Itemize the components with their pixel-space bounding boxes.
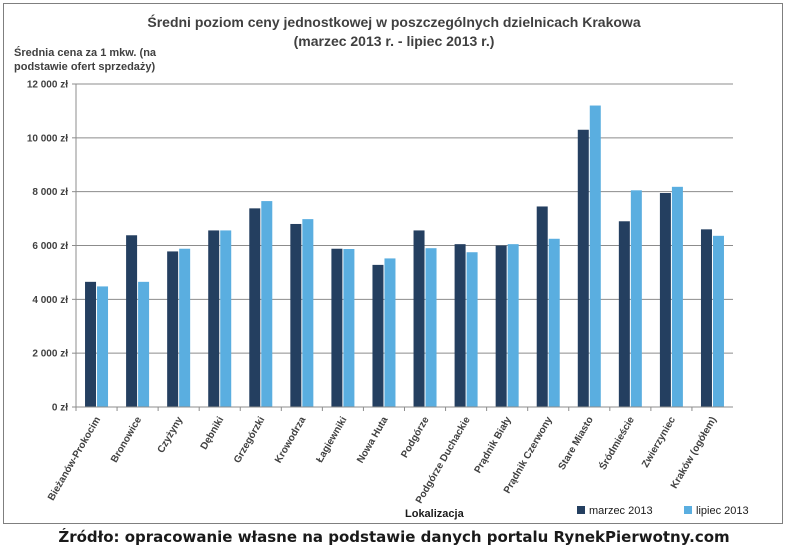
x-tick-label: Podgórze — [399, 415, 432, 460]
bar-lipiec — [343, 248, 355, 407]
bar-marzec — [167, 251, 179, 407]
bar-lipiec — [384, 258, 396, 407]
legend-swatch-marzec — [577, 506, 585, 514]
x-tick-label: Śródmieście — [596, 414, 637, 472]
y-tick-label: 4 000 zł — [32, 295, 68, 306]
bar-marzec — [290, 223, 302, 407]
bar-lipiec — [507, 244, 519, 407]
bar-lipiec — [302, 219, 314, 407]
x-tick-label: Bieżanów-Prokocim — [46, 415, 103, 503]
legend: marzec 2013 lipiec 2013 — [577, 505, 749, 517]
y-axis-label-line2: podstawie ofert sprzedaży) — [14, 61, 156, 73]
bar-lipiec — [220, 230, 232, 407]
x-tick-label: Kraków (ogółem) — [669, 415, 719, 491]
y-tick-label: 12 000 zł — [27, 80, 68, 91]
chart-subtitle: (marzec 2013 r. - lipiec 2013 r.) — [293, 33, 495, 49]
bar-marzec — [372, 264, 384, 407]
bar-lipiec — [671, 186, 683, 407]
x-tick-label: Stare Miasto — [557, 415, 596, 472]
x-tick-label: Zwierzyniec — [640, 415, 678, 470]
y-tick-label: 6 000 zł — [32, 241, 68, 252]
bar-lipiec — [138, 281, 150, 407]
chart-title: Średni poziom ceny jednostkowej w poszcz… — [147, 14, 641, 30]
bar-marzec — [208, 230, 220, 407]
x-tick-label: Dębniki — [199, 415, 227, 452]
bar-marzec — [618, 221, 630, 407]
legend-swatch-lipiec — [684, 506, 692, 514]
bar-lipiec — [425, 248, 437, 407]
bar-marzec — [85, 281, 97, 407]
bar-lipiec — [261, 201, 273, 407]
bar-marzec — [454, 244, 466, 407]
bar-marzec — [249, 208, 261, 407]
y-axis-label-line1: Średnia cena za 1 mkw. (na — [14, 47, 157, 59]
x-tick-label: Łagiewniki — [314, 415, 349, 465]
source-note: Źródło: opracowanie własne na podstawie … — [58, 528, 730, 546]
bar-lipiec — [179, 248, 191, 407]
legend-label-marzec: marzec 2013 — [589, 505, 653, 517]
bar-lipiec — [712, 235, 724, 407]
y-tick-label: 2 000 zł — [32, 349, 68, 360]
x-axis-label: Lokalizacja — [405, 508, 465, 520]
bar-marzec — [700, 229, 712, 407]
bar-lipiec — [630, 190, 642, 407]
bar-marzec — [126, 235, 138, 407]
bar-lipiec — [589, 105, 601, 408]
x-tick-label: Bronowice — [109, 415, 144, 465]
bar-marzec — [659, 193, 671, 407]
bar-marzec — [495, 245, 507, 407]
bar-marzec — [413, 230, 425, 407]
y-tick-label: 8 000 zł — [32, 187, 68, 198]
bar-marzec — [577, 129, 589, 407]
bar-lipiec — [466, 252, 478, 407]
bar-marzec — [536, 206, 548, 407]
x-tick-label: Prądnik Biały — [473, 415, 514, 476]
y-tick-label: 0 zł — [52, 403, 68, 414]
bar-lipiec — [548, 238, 560, 407]
bar-lipiec — [97, 286, 109, 407]
y-tick-label: 10 000 zł — [27, 133, 68, 144]
x-tick-label: Nowa Huta — [355, 415, 391, 466]
bar-marzec — [331, 248, 343, 407]
x-tick-label: Grzegórzki — [232, 415, 267, 465]
legend-label-lipiec: lipiec 2013 — [696, 505, 749, 517]
x-tick-label: Czyżyny — [156, 415, 186, 456]
x-tick-label: Krowodrza — [273, 415, 309, 466]
